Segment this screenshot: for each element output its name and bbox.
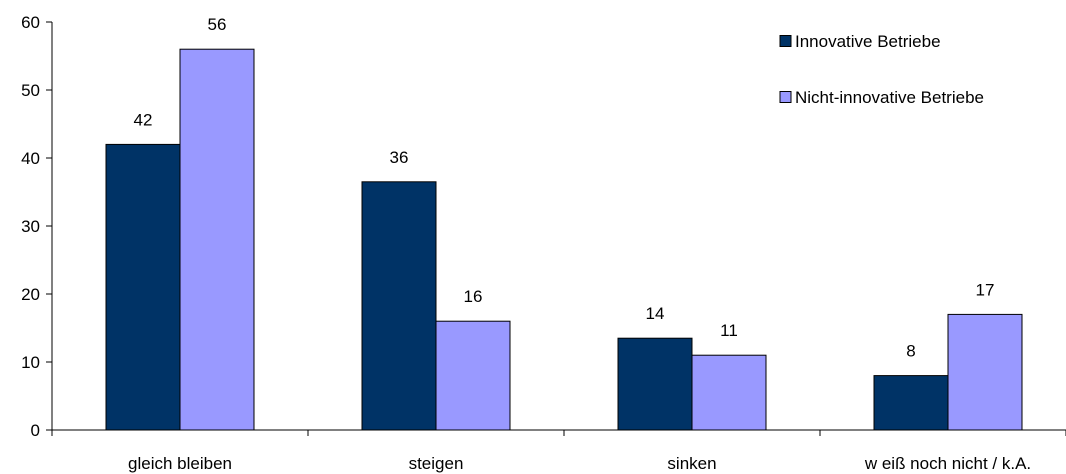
data-label: 17 [976,280,995,299]
y-axis: 0 10 20 30 40 50 60 [21,13,53,440]
bar-nicht-innovative-2 [691,354,767,431]
x-category-label: w eiß noch nicht / k.A. [864,454,1031,473]
data-label: 11 [720,321,738,340]
data-label: 36 [390,148,409,167]
bar-innovative-3 [873,375,949,431]
y-tick-label: 10 [21,353,40,372]
y-tick-label: 60 [21,13,40,32]
legend-swatch [779,35,792,47]
data-label: 14 [646,304,665,323]
x-category-label: gleich bleiben [128,454,232,473]
legend-label: Nicht-innovative Betriebe [795,88,984,107]
data-labels: 42 36 14 8 56 16 11 17 [134,15,995,360]
y-tick-label: 50 [21,81,40,100]
legend: Innovative Betriebe Nicht-innovative Betr… [779,32,984,107]
y-tick-label: 20 [21,285,40,304]
bar-nicht-innovative-0 [179,48,255,431]
legend-swatch [779,91,792,103]
y-tick-label: 0 [31,421,40,440]
bar-nicht-innovative-1 [435,320,511,431]
x-category-label: steigen [409,454,464,473]
legend-label: Innovative Betriebe [795,32,941,51]
bar-innovative-0 [105,143,181,431]
data-label: 42 [134,110,153,129]
x-category-label: sinken [667,454,716,473]
bar-nicht-innovative-3 [947,313,1023,431]
bars [105,48,1023,431]
data-label: 16 [464,287,483,306]
bar-innovative-2 [617,337,693,431]
y-tick-label: 40 [21,149,40,168]
bar-innovative-1 [361,181,437,431]
y-tick-label: 30 [21,217,40,236]
x-axis: gleich bleiben steigen sinken w eiß noch ni… [51,429,1066,473]
data-label: 8 [906,342,915,361]
data-label: 56 [208,15,227,34]
